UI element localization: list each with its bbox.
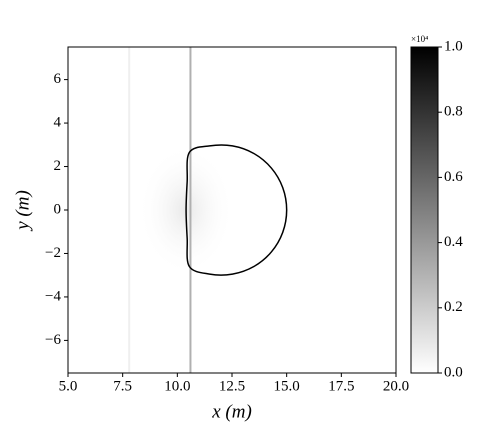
y-tick-label: −4 xyxy=(45,288,61,304)
y-tick-label: 2 xyxy=(54,158,62,174)
contour-line xyxy=(185,144,288,276)
colorbar-tick-label: 0.6 xyxy=(444,169,463,185)
x-axis-title: x (m) xyxy=(211,401,252,422)
y-tick-label: −6 xyxy=(45,332,61,348)
x-tick-label: 20.0 xyxy=(383,378,409,394)
colorbar-tick-label: 0.0 xyxy=(444,364,463,380)
colorbar-tick-label: 1.0 xyxy=(444,38,463,54)
x-tick-label: 17.5 xyxy=(328,378,354,394)
y-axis-title: y (m) xyxy=(12,190,33,232)
x-tick-label: 7.5 xyxy=(113,378,132,394)
y-tick-label: 4 xyxy=(54,115,62,131)
x-tick-label: 5.0 xyxy=(59,378,78,394)
colorbar xyxy=(410,46,439,374)
y-tick-label: 6 xyxy=(54,71,62,87)
colorbar-tick-label: 0.2 xyxy=(444,299,463,315)
x-tick-label: 12.5 xyxy=(219,378,245,394)
x-tick-label: 15.0 xyxy=(274,378,300,394)
colorbar-tick-label: 0.4 xyxy=(444,234,463,250)
y-tick-label: 0 xyxy=(54,201,62,217)
colorbar-offset: ×10⁴ xyxy=(411,34,428,44)
y-tick-label: −2 xyxy=(45,245,61,261)
colorbar-tick-label: 0.8 xyxy=(444,104,463,120)
x-tick-label: 10.0 xyxy=(164,378,190,394)
